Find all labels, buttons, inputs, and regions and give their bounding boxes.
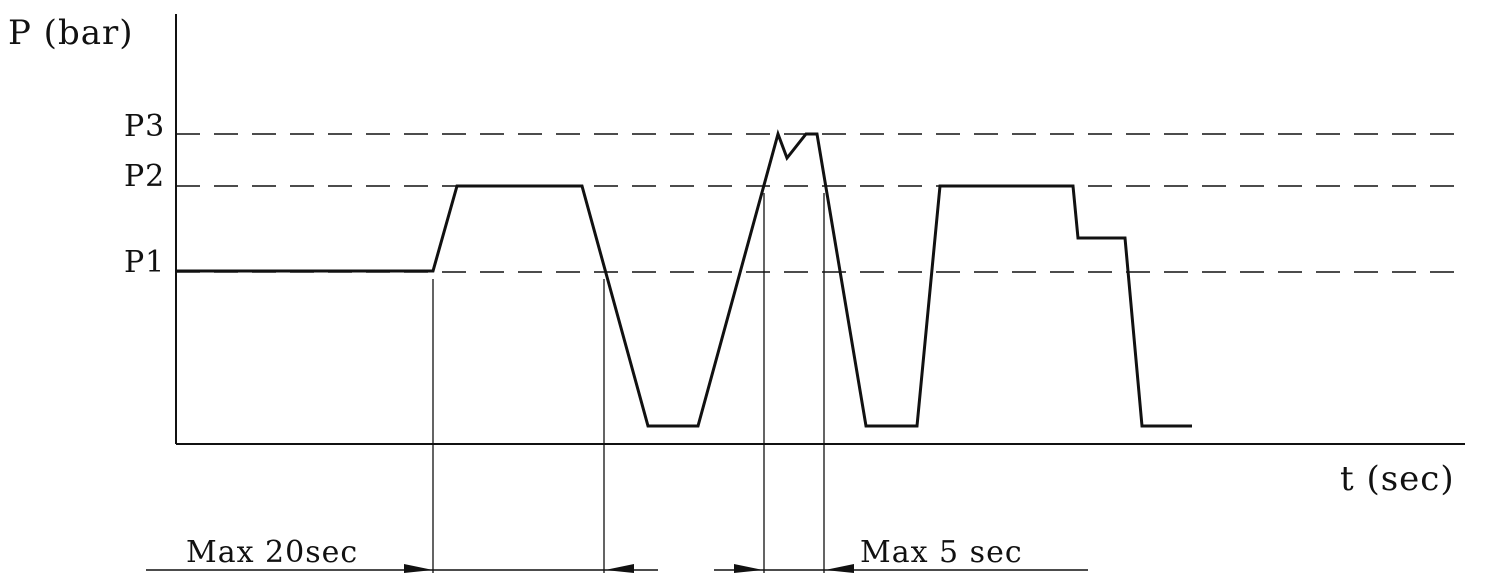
pressure-profile-curve <box>176 129 1192 428</box>
arrow-left-at-max5-end <box>825 564 854 573</box>
y-axis-label: P (bar) <box>8 13 134 53</box>
level-p3-label: P3 <box>124 109 165 144</box>
max-20sec-label: Max 20sec <box>186 535 358 570</box>
level-p1-label: P1 <box>124 245 165 280</box>
arrow-right-at-max5-start <box>734 564 763 573</box>
arrow-right-at-max20-end <box>404 564 433 573</box>
arrow-left-at-second-line <box>605 564 634 573</box>
x-axis-label: t (sec) <box>1340 459 1455 499</box>
max-5sec-label: Max 5 sec <box>860 535 1023 570</box>
level-p2-label: P2 <box>124 159 165 194</box>
